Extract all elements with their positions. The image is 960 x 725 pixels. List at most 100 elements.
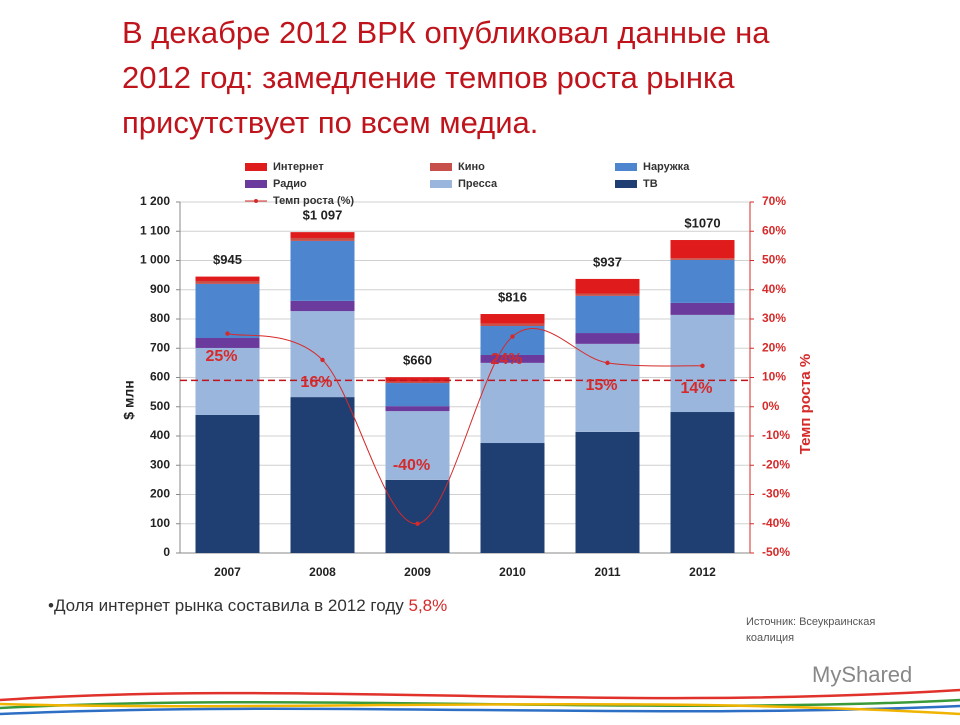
- legend-label: ТВ: [643, 178, 658, 190]
- legend-swatch: [615, 180, 637, 188]
- growth-label: 25%: [205, 348, 237, 365]
- y2-tick-label: 40%: [762, 282, 786, 296]
- note-text: •Доля интернет рынка составила в 2012 го…: [48, 596, 408, 615]
- bar-segment: [385, 479, 450, 553]
- bar-segment: [290, 237, 355, 241]
- legend-swatch: [245, 163, 267, 171]
- y2-tick-label: 60%: [762, 223, 786, 237]
- bar-segment: [290, 240, 355, 301]
- total-label: $1 097: [303, 208, 343, 223]
- y-tick-label: 1 200: [140, 194, 170, 208]
- growth-point: [415, 521, 420, 526]
- total-label: $660: [403, 353, 432, 368]
- bar-segment: [290, 300, 355, 312]
- y2-tick-label: 0%: [762, 399, 780, 413]
- bar-segment: [195, 276, 260, 281]
- bar-segment: [575, 431, 640, 553]
- y2-tick-label: -40%: [762, 516, 790, 530]
- bar-segment: [670, 314, 735, 413]
- bar-segment: [670, 258, 735, 260]
- y-tick-label: 1 100: [140, 223, 170, 237]
- title-line: 2012 год: замедление темпов роста рынка: [122, 60, 735, 95]
- x-tick-label: 2007: [214, 565, 241, 579]
- y-tick-label: 200: [150, 487, 170, 501]
- total-label: $945: [213, 252, 242, 267]
- bar-segment: [670, 259, 735, 303]
- y2-tick-label: 30%: [762, 311, 786, 325]
- legend-swatch: [615, 163, 637, 171]
- legend-label: Кино: [458, 161, 485, 173]
- growth-point: [510, 334, 515, 339]
- bar-segment: [385, 383, 450, 407]
- note-highlight: 5,8%: [408, 596, 447, 615]
- bar-segment: [385, 377, 450, 382]
- bar-segment: [480, 354, 545, 363]
- bar-segment: [480, 314, 545, 324]
- legend-swatch: [245, 180, 267, 188]
- growth-point: [225, 331, 230, 336]
- legend-swatch: [430, 180, 452, 188]
- watermark: MyShared: [812, 662, 912, 687]
- y-tick-label: 300: [150, 457, 170, 471]
- y-tick-label: 0: [163, 545, 170, 559]
- y-tick-label: 100: [150, 516, 170, 530]
- y2-tick-label: 10%: [762, 370, 786, 384]
- total-label: $816: [498, 289, 527, 304]
- y-axis-label: $ млн: [121, 380, 137, 419]
- x-tick-label: 2008: [309, 565, 336, 579]
- y-tick-label: 600: [150, 370, 170, 384]
- bar-segment: [290, 232, 355, 238]
- y2-tick-label: -10%: [762, 428, 790, 442]
- bar-segment: [480, 362, 545, 444]
- legend-label: Наружка: [643, 161, 690, 173]
- bar-segment: [195, 338, 260, 348]
- decor: [0, 702, 960, 716]
- legend-label: Темп роста (%): [273, 195, 354, 207]
- legend-marker: [254, 199, 258, 203]
- source: Источник: Всеукраинская: [746, 616, 875, 628]
- legend-label: Радио: [273, 178, 307, 190]
- y-tick-label: 400: [150, 428, 170, 442]
- bar-segment: [385, 406, 450, 412]
- bar-segment: [290, 311, 355, 398]
- legend-label: Интернет: [273, 161, 324, 173]
- growth-point: [320, 357, 325, 363]
- bar-segment: [575, 333, 640, 344]
- bar-segment: [385, 381, 450, 384]
- y2-axis-label: Темп роста %: [797, 354, 814, 455]
- bar-segment: [480, 326, 545, 355]
- x-tick-label: 2010: [499, 565, 526, 579]
- y-tick-label: 700: [150, 340, 170, 354]
- growth-label: 16%: [300, 374, 332, 391]
- bar-segment: [575, 343, 640, 432]
- growth-label: 15%: [585, 377, 617, 394]
- x-tick-label: 2009: [404, 565, 431, 579]
- y2-tick-label: 20%: [762, 340, 786, 354]
- bar-segment: [575, 293, 640, 296]
- growth-point: [605, 360, 610, 366]
- title: В декабре 2012 ВРК опубликовал данные на…: [122, 15, 770, 140]
- bar-segment: [195, 283, 260, 339]
- y2-tick-label: 70%: [762, 194, 786, 208]
- total-label: $1070: [684, 215, 720, 230]
- growth-label: 14%: [680, 380, 712, 397]
- decor: [0, 688, 960, 702]
- source: коалиция: [746, 632, 794, 644]
- bar-segment: [575, 295, 640, 334]
- note: •Доля интернет рынка составила в 2012 го…: [48, 596, 447, 615]
- decor: [0, 704, 960, 716]
- y-tick-label: 800: [150, 311, 170, 325]
- bar-segment: [480, 443, 545, 553]
- growth-label: -40%: [393, 457, 430, 474]
- bar-segment: [670, 240, 735, 259]
- decor-lines: [0, 688, 960, 716]
- title-line: присутствует по всем медиа.: [122, 105, 538, 140]
- legend-label: Пресса: [458, 178, 498, 190]
- legend-swatch: [430, 163, 452, 171]
- title-line: В декабре 2012 ВРК опубликовал данные на: [122, 15, 770, 50]
- bar-segment: [290, 397, 355, 553]
- growth-point: [700, 363, 705, 368]
- growth-label: 24%: [490, 351, 522, 368]
- y-tick-label: 1 000: [140, 253, 170, 267]
